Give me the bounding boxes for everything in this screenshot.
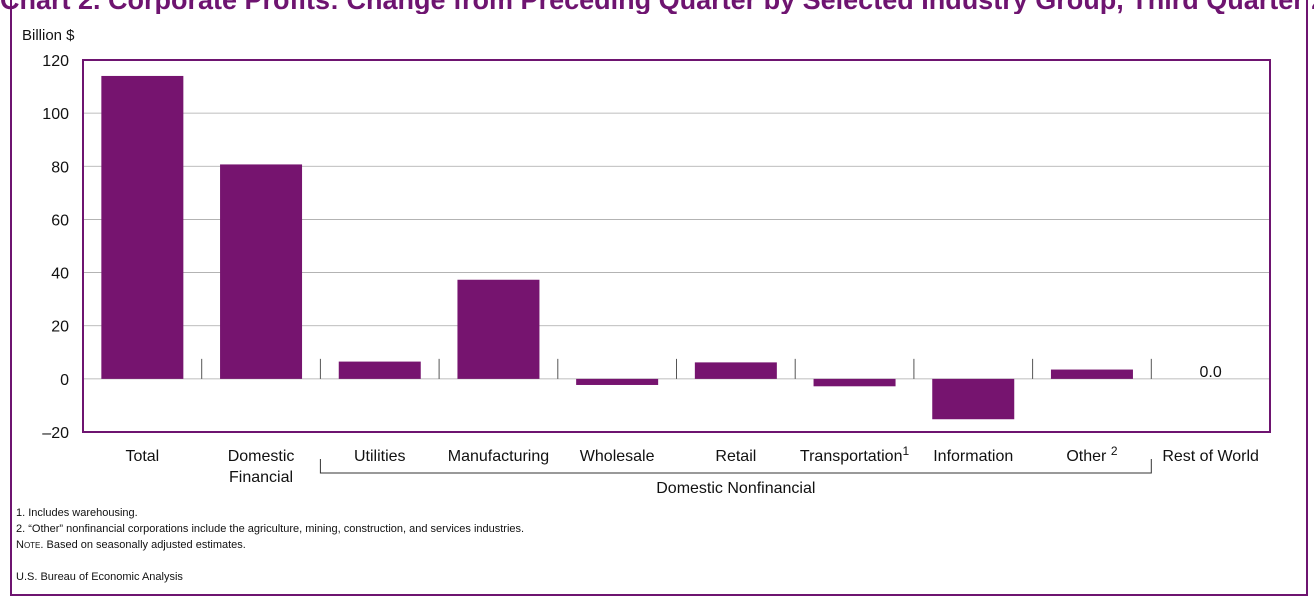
note-line: Note. Based on seasonally adjusted estim…	[16, 539, 246, 551]
bar-domestic-financial	[220, 164, 303, 379]
note-text: . Based on seasonally adjusted estimates…	[40, 539, 246, 551]
x-tick-label: Transportation1	[800, 444, 910, 465]
x-tick-label: Other 2	[1066, 444, 1117, 465]
x-tick-label: Wholesale	[580, 448, 655, 465]
y-axis-ticks: –20 0 20 40 60 80 100 120	[42, 53, 69, 442]
data-annotations: 0.0	[1200, 364, 1222, 381]
group-bracket: Domestic Nonfinancial	[319, 459, 1152, 497]
chart-title: Chart 2. Corporate Profits: Change from …	[0, 0, 1314, 14]
footnote-1: 1. Includes warehousing.	[16, 507, 138, 519]
y-tick-label: 80	[51, 159, 69, 176]
category-separators	[201, 358, 1152, 379]
chart-title-band: Chart 2. Corporate Profits: Change from …	[0, 0, 1314, 14]
data-label: 0.0	[1200, 364, 1222, 381]
x-tick-label: Manufacturing	[448, 448, 549, 465]
x-tick-label: Domestic	[228, 448, 295, 465]
x-tick-label: Rest of World	[1162, 448, 1259, 465]
y-tick-label: –20	[42, 425, 69, 442]
bar-retail	[694, 362, 777, 379]
x-tick-label: Information	[933, 448, 1013, 465]
bar-manufacturing	[457, 279, 540, 379]
bar-total	[101, 75, 184, 379]
group-bracket-line	[319, 459, 1152, 474]
bar-other	[1050, 369, 1133, 379]
bar-utilities	[338, 361, 421, 379]
y-tick-label: 60	[51, 212, 69, 229]
y-tick-label: 120	[42, 53, 69, 70]
source-credit: U.S. Bureau of Economic Analysis	[16, 571, 183, 583]
bars	[101, 75, 1133, 420]
plot-area-border	[82, 59, 1271, 433]
bar-information	[932, 378, 1015, 420]
y-axis-label: Billion $	[22, 27, 75, 44]
bar-transportation	[813, 378, 896, 387]
bar-chart: Billion $ –20 0 20 40 60 80 100 120 0.0 Total Do…	[22, 27, 1271, 497]
note-label: Note	[16, 539, 41, 551]
y-tick-label: 20	[51, 319, 69, 336]
footnote-2: 2. “Other” nonfinancial corporations inc…	[16, 523, 525, 535]
y-tick-label: 40	[51, 266, 69, 283]
y-tick-label: 0	[60, 372, 69, 389]
chart-frame	[10, 0, 1308, 596]
y-tick-label: 100	[42, 106, 69, 123]
x-tick-label: Financial	[229, 469, 293, 486]
x-axis-labels: Total Domestic Financial Utilities Manufactu…	[125, 444, 1259, 486]
bar-wholesale	[576, 378, 659, 385]
x-tick-label: Total	[125, 448, 159, 465]
x-tick-label: Retail	[715, 448, 756, 465]
x-tick-label: Utilities	[354, 448, 406, 465]
group-label: Domestic Nonfinancial	[656, 480, 815, 497]
